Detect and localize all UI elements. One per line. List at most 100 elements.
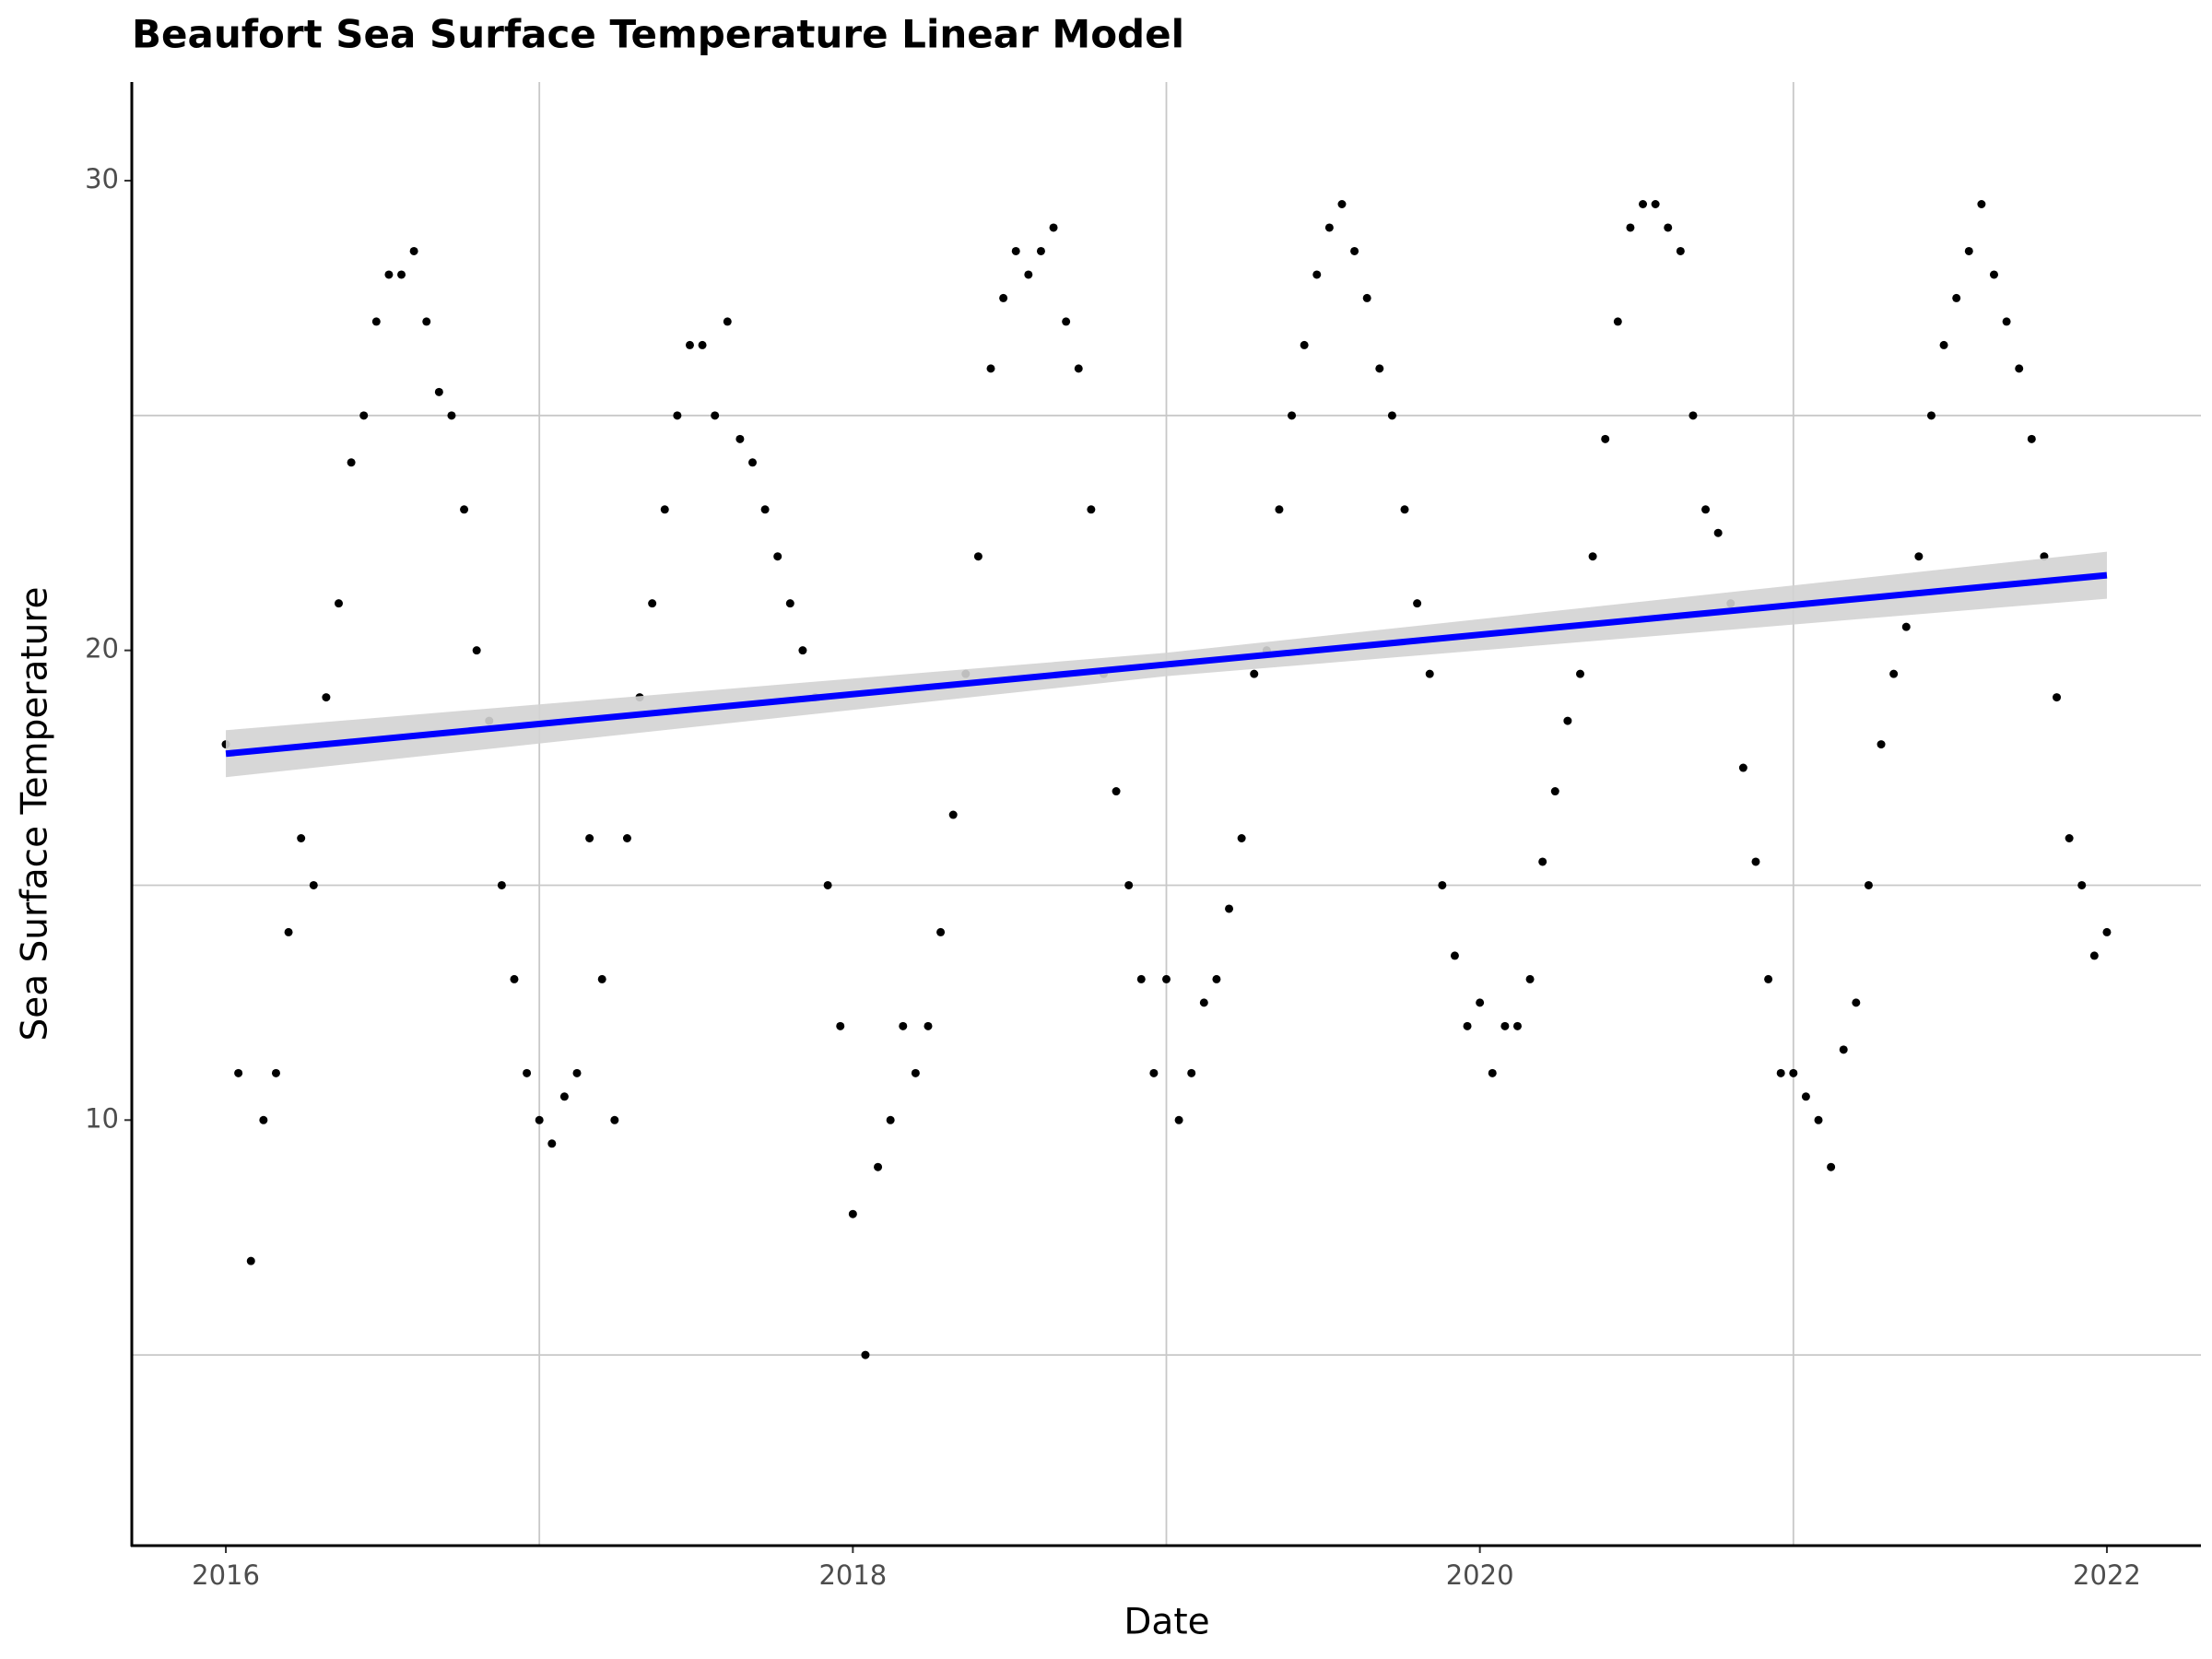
point [660, 505, 669, 514]
point [698, 340, 707, 349]
point [735, 434, 745, 443]
point [309, 880, 318, 889]
point [648, 599, 657, 608]
point [899, 1021, 908, 1030]
point [886, 1115, 895, 1124]
x-axis-label: Date [1124, 1602, 1209, 1643]
point [2102, 927, 2112, 936]
point [1425, 669, 1434, 678]
point [711, 411, 720, 420]
point [723, 317, 732, 326]
point [347, 458, 356, 467]
point [434, 387, 443, 396]
y-tick-label: 20 [85, 633, 119, 665]
point [1550, 787, 1559, 796]
point [1124, 880, 1134, 889]
point [2002, 317, 2011, 326]
point [1476, 998, 1485, 1007]
point [1062, 317, 1071, 326]
point [234, 1068, 243, 1077]
point [1926, 411, 1936, 420]
point [1525, 974, 1535, 983]
point [1011, 246, 1020, 255]
point [836, 1021, 845, 1030]
point [359, 411, 369, 420]
point [1350, 246, 1359, 255]
point [2015, 364, 2024, 373]
point [823, 880, 832, 889]
x-tick-label: 2022 [2073, 1559, 2141, 1591]
point [1713, 528, 1723, 537]
point [1500, 1021, 1510, 1030]
point [259, 1115, 268, 1124]
point [1375, 364, 1384, 373]
x-tick-label: 2018 [818, 1559, 887, 1591]
point [1814, 1115, 1823, 1124]
point [1312, 270, 1322, 279]
point [1324, 223, 1334, 232]
point [371, 317, 381, 326]
point [1688, 411, 1698, 420]
point [773, 552, 782, 561]
point [785, 599, 794, 608]
point [585, 834, 594, 843]
point [1914, 552, 1924, 561]
trend-line [225, 571, 2108, 758]
point [1136, 974, 1146, 983]
point [610, 1115, 619, 1124]
point [685, 340, 694, 349]
point [1488, 1068, 1497, 1077]
point [1288, 411, 1297, 420]
point [1864, 880, 1873, 889]
point [397, 270, 406, 279]
y-tick-label: 10 [85, 1102, 119, 1134]
point [322, 693, 331, 702]
point [535, 1115, 544, 1124]
point [1538, 857, 1547, 866]
point [1174, 1115, 1183, 1124]
point [1300, 340, 1309, 349]
point [1613, 317, 1622, 326]
point [1877, 740, 1886, 749]
point [2089, 951, 2099, 960]
point [1512, 1021, 1522, 1030]
point [622, 834, 631, 843]
point [284, 927, 293, 936]
point [497, 880, 506, 889]
point [2077, 880, 2087, 889]
point [1024, 270, 1033, 279]
point [1400, 505, 1409, 514]
point [1187, 1068, 1196, 1077]
point [1036, 246, 1045, 255]
point [1413, 599, 1422, 608]
point [1199, 998, 1208, 1007]
point [760, 505, 770, 514]
point [1362, 293, 1371, 302]
point [1576, 669, 1584, 678]
point [1212, 974, 1221, 983]
x-tick-label: 2020 [1446, 1559, 1514, 1591]
point [1738, 763, 1747, 772]
point [1964, 246, 1973, 255]
point [2027, 434, 2036, 443]
point [861, 1350, 870, 1359]
point [1776, 1068, 1785, 1077]
point [798, 646, 807, 655]
point [911, 1068, 920, 1077]
point [1250, 669, 1259, 678]
point [1387, 411, 1396, 420]
point [1275, 505, 1284, 514]
point [1764, 974, 1773, 983]
point [1225, 904, 1234, 913]
point [1074, 364, 1083, 373]
point [1751, 857, 1760, 866]
point [1939, 340, 1948, 349]
point [748, 458, 757, 467]
point [673, 411, 682, 420]
point [510, 974, 519, 983]
point [973, 552, 982, 561]
point [597, 974, 606, 983]
point [1639, 200, 1648, 209]
point [848, 1209, 857, 1218]
point [1563, 716, 1572, 725]
